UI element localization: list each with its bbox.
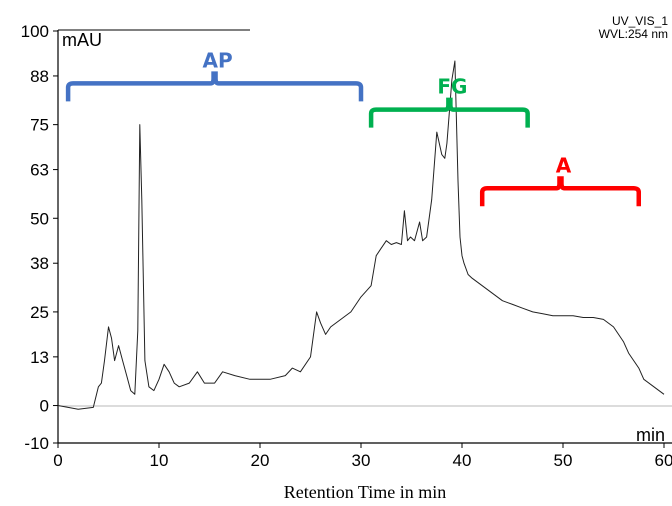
bracket-ap xyxy=(65,71,364,102)
chromatogram-trace xyxy=(57,60,665,410)
x-tick-label: 60 xyxy=(655,451,672,470)
y-axis-ticks: 100 88 75 63 50 38 25 13 0 -10 xyxy=(21,22,58,453)
x-axis-ticks: 0 10 20 30 40 50 60 xyxy=(53,443,672,470)
y-tick-label: 25 xyxy=(30,303,49,322)
y-tick-label: 0 xyxy=(40,397,49,416)
group-label-fg: FG xyxy=(437,75,467,99)
trace-name-label: UV_VIS_1 xyxy=(612,14,668,28)
x-unit-label: min xyxy=(636,425,665,445)
bracket-a xyxy=(479,176,641,207)
group-label-a: A xyxy=(556,153,572,177)
x-tick-label: 50 xyxy=(554,451,573,470)
x-axis-title: Retention Time in min xyxy=(284,482,447,502)
y-tick-label: 50 xyxy=(30,209,49,228)
wavelength-label: WVL:254 nm xyxy=(599,27,668,41)
y-tick-label: 13 xyxy=(30,348,49,367)
y-unit-label: mAU xyxy=(62,30,102,50)
y-tick-label: 75 xyxy=(30,116,49,135)
y-tick-label: 38 xyxy=(30,254,49,273)
x-tick-label: 40 xyxy=(453,451,472,470)
fraction-brackets: AP FG A xyxy=(65,48,641,207)
x-tick-label: 30 xyxy=(352,451,371,470)
x-tick-label: 20 xyxy=(251,451,270,470)
y-tick-label: 63 xyxy=(30,161,49,180)
x-tick-label: 10 xyxy=(150,451,169,470)
y-tick-label: -10 xyxy=(24,434,49,453)
bracket-fg xyxy=(368,97,530,128)
y-tick-label: 100 xyxy=(21,22,49,41)
x-tick-label: 0 xyxy=(53,451,62,470)
group-label-ap: AP xyxy=(202,48,232,72)
y-tick-label: 88 xyxy=(30,67,49,86)
